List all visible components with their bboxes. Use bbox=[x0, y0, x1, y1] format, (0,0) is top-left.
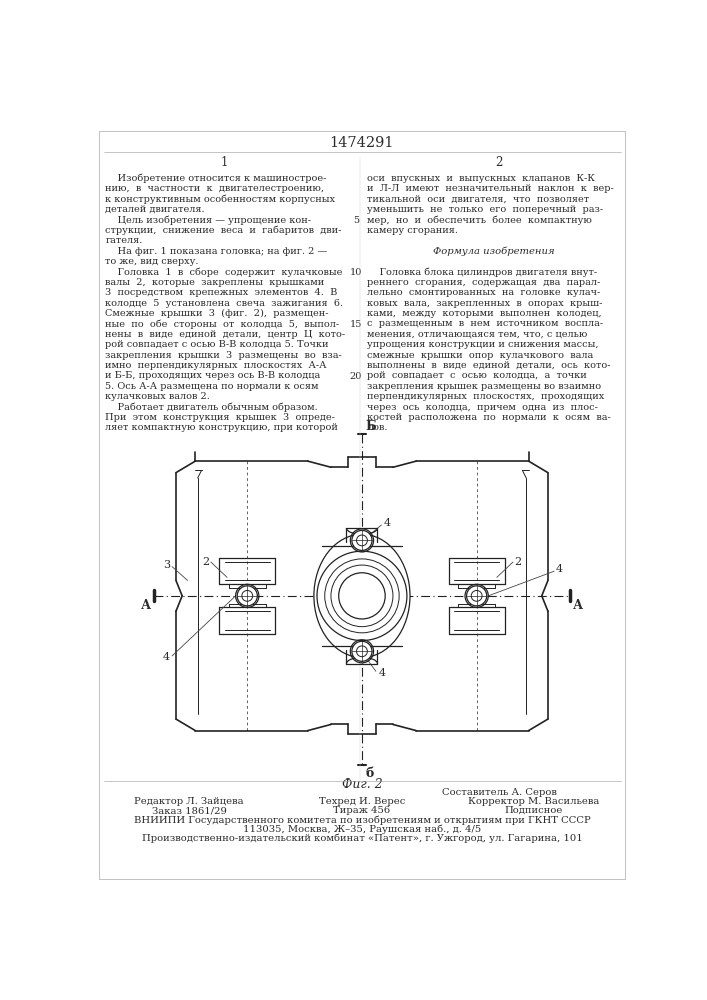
Text: Подписное: Подписное bbox=[505, 806, 563, 815]
Text: 10: 10 bbox=[349, 268, 362, 277]
Text: Смежные  крышки  3  (фиг.  2),  размещен-: Смежные крышки 3 (фиг. 2), размещен- bbox=[105, 309, 329, 318]
Circle shape bbox=[352, 530, 372, 550]
Text: валы  2,  которые  закреплены  крышками: валы 2, которые закреплены крышками bbox=[105, 278, 325, 287]
Text: ками,  между  которыми  выполнен  колодец,: ками, между которыми выполнен колодец, bbox=[368, 309, 602, 318]
Text: ляет компактную конструкцию, при которой: ляет компактную конструкцию, при которой bbox=[105, 423, 339, 432]
Text: 2: 2 bbox=[496, 156, 503, 169]
Text: Корректор М. Васильева: Корректор М. Васильева bbox=[468, 797, 600, 806]
Text: Тираж 456: Тираж 456 bbox=[334, 806, 390, 815]
Text: 113035, Москва, Ж–35, Раушская наб., д. 4/5: 113035, Москва, Ж–35, Раушская наб., д. … bbox=[243, 825, 481, 834]
Text: гателя.: гателя. bbox=[105, 236, 143, 245]
Text: Ц: Ц bbox=[337, 620, 346, 630]
Text: 4: 4 bbox=[379, 668, 386, 678]
Ellipse shape bbox=[314, 534, 410, 657]
Text: 15: 15 bbox=[349, 320, 362, 329]
Text: реннего  сгорания,  содержащая  два  парал-: реннего сгорания, содержащая два парал- bbox=[368, 278, 601, 287]
Text: уменьшить  не  только  его  поперечный  раз-: уменьшить не только его поперечный раз- bbox=[368, 205, 604, 214]
Text: и Б-Б, проходящих через ось В-В колодца: и Б-Б, проходящих через ось В-В колодца bbox=[105, 371, 321, 380]
Text: А: А bbox=[573, 599, 583, 612]
Text: упрощения конструкции и снижения массы,: упрощения конструкции и снижения массы, bbox=[368, 340, 599, 349]
Circle shape bbox=[352, 641, 372, 661]
Text: кулачковых валов 2.: кулачковых валов 2. bbox=[105, 392, 210, 401]
Text: к конструктивным особенностям корпусных: к конструктивным особенностям корпусных bbox=[105, 195, 335, 204]
Text: Фиг. 2: Фиг. 2 bbox=[341, 778, 382, 791]
Text: Б: Б bbox=[366, 420, 377, 433]
Text: смежные  крышки  опор  кулачкового  вала: смежные крышки опор кулачкового вала bbox=[368, 351, 594, 360]
Text: 3  посредством  крепежных  элементов  4.  В: 3 посредством крепежных элементов 4. В bbox=[105, 288, 338, 297]
Text: камеру сгорания.: камеру сгорания. bbox=[368, 226, 458, 235]
Text: Формула изобретения: Формула изобретения bbox=[433, 247, 554, 256]
Text: 5: 5 bbox=[353, 216, 359, 225]
Text: 2: 2 bbox=[515, 557, 522, 567]
Text: Головка  1  в  сборе  содержит  кулачковые: Головка 1 в сборе содержит кулачковые bbox=[105, 267, 343, 277]
Circle shape bbox=[237, 586, 257, 606]
Text: нены  в  виде  единой  детали,  центр  Ц  кото-: нены в виде единой детали, центр Ц кото- bbox=[105, 330, 346, 339]
Text: 1: 1 bbox=[221, 156, 228, 169]
Text: 2: 2 bbox=[202, 557, 209, 567]
Text: 3: 3 bbox=[163, 560, 170, 570]
Text: На фиг. 1 показана головка; на фиг. 2 —: На фиг. 1 показана головка; на фиг. 2 — bbox=[105, 247, 327, 256]
Text: 4: 4 bbox=[556, 564, 563, 574]
Text: выполнены  в  виде  единой  детали,  ось  кото-: выполнены в виде единой детали, ось кото… bbox=[368, 361, 611, 370]
Text: Производственно-издательский комбинат «Патент», г. Ужгород, ул. Гагарина, 101: Производственно-издательский комбинат «П… bbox=[141, 834, 583, 843]
Text: с  размещенным  в  нем  источником  воспла-: с размещенным в нем источником воспла- bbox=[368, 319, 604, 328]
Text: имно  перпендикулярных  плоскостях  А-А: имно перпендикулярных плоскостях А-А bbox=[105, 361, 327, 370]
Text: нию,  в  частности  к  двигателестроению,: нию, в частности к двигателестроению, bbox=[105, 184, 325, 193]
Text: костей  расположена  по  нормали  к  осям  ва-: костей расположена по нормали к осям ва- bbox=[368, 413, 611, 422]
Text: то же, вид сверху.: то же, вид сверху. bbox=[105, 257, 199, 266]
Text: Редактор Л. Зайцева: Редактор Л. Зайцева bbox=[134, 797, 244, 806]
Text: Цель изобретения — упрощение кон-: Цель изобретения — упрощение кон- bbox=[105, 215, 311, 225]
Text: б: б bbox=[366, 767, 374, 780]
Text: мер,  но  и  обеспечить  более  компактную: мер, но и обеспечить более компактную bbox=[368, 215, 592, 225]
Circle shape bbox=[467, 586, 486, 606]
Text: деталей двигателя.: деталей двигателя. bbox=[105, 205, 205, 214]
Text: струкции,  снижение  веса  и  габаритов  дви-: струкции, снижение веса и габаритов дви- bbox=[105, 226, 341, 235]
Text: рой  совпадает  с  осью  колодца,  а  точки: рой совпадает с осью колодца, а точки bbox=[368, 371, 587, 380]
Text: А: А bbox=[141, 599, 151, 612]
Text: и  Л-Л  имеют  незначительный  наклон  к  вер-: и Л-Л имеют незначительный наклон к вер- bbox=[368, 184, 614, 193]
Text: колодце  5  установлена  свеча  зажигания  6.: колодце 5 установлена свеча зажигания 6. bbox=[105, 299, 344, 308]
Text: ные  по  обе  стороны  от  колодца  5,  выпол-: ные по обе стороны от колодца 5, выпол- bbox=[105, 319, 339, 329]
Text: При  этом  конструкция  крышек  3  опреде-: При этом конструкция крышек 3 опреде- bbox=[105, 413, 335, 422]
Text: Техред И. Верес: Техред И. Верес bbox=[319, 797, 405, 806]
Text: Изобретение относится к машинострое-: Изобретение относится к машинострое- bbox=[105, 174, 327, 183]
Text: закрепления  крышки  3  размещены  во  вза-: закрепления крышки 3 размещены во вза- bbox=[105, 351, 342, 360]
Text: Работает двигатель обычным образом.: Работает двигатель обычным образом. bbox=[105, 403, 318, 412]
Text: рой совпадает с осью В-В колодца 5. Точки: рой совпадает с осью В-В колодца 5. Точк… bbox=[105, 340, 329, 349]
Text: Головка блока цилиндров двигателя внут-: Головка блока цилиндров двигателя внут- bbox=[368, 267, 597, 277]
Text: ковых  вала,  закрепленных  в  опорах  крыш-: ковых вала, закрепленных в опорах крыш- bbox=[368, 299, 603, 308]
Text: через  ось  колодца,  причем  одна  из  плос-: через ось колодца, причем одна из плос- bbox=[368, 403, 598, 412]
Text: 4: 4 bbox=[163, 652, 170, 662]
Text: 1474291: 1474291 bbox=[329, 136, 395, 150]
Text: 5. Ось А-А размещена по нормали к осям: 5. Ось А-А размещена по нормали к осям bbox=[105, 382, 319, 391]
Text: оси  впускных  и  выпускных  клапанов  К-К: оси впускных и выпускных клапанов К-К bbox=[368, 174, 595, 183]
Text: тикальной  оси  двигателя,  что  позволяет: тикальной оси двигателя, что позволяет bbox=[368, 195, 590, 204]
Text: 20: 20 bbox=[349, 372, 362, 381]
Text: 4: 4 bbox=[384, 518, 391, 528]
Text: Заказ 1861/29: Заказ 1861/29 bbox=[152, 806, 226, 815]
Text: лов.: лов. bbox=[368, 423, 388, 432]
Text: ВНИИПИ Государственного комитета по изобретениям и открытиям при ГКНТ СССР: ВНИИПИ Государственного комитета по изоб… bbox=[134, 815, 590, 825]
Text: перпендикулярных  плоскостях,  проходящих: перпендикулярных плоскостях, проходящих bbox=[368, 392, 604, 401]
Text: Составитель А. Серов: Составитель А. Серов bbox=[442, 788, 556, 797]
Text: лельно  смонтированных  на  головке  кулач-: лельно смонтированных на головке кулач- bbox=[368, 288, 601, 297]
Text: закрепления крышек размещены во взаимно: закрепления крышек размещены во взаимно bbox=[368, 382, 602, 391]
Text: менения, отличающаяся тем, что, с целью: менения, отличающаяся тем, что, с целью bbox=[368, 330, 588, 339]
